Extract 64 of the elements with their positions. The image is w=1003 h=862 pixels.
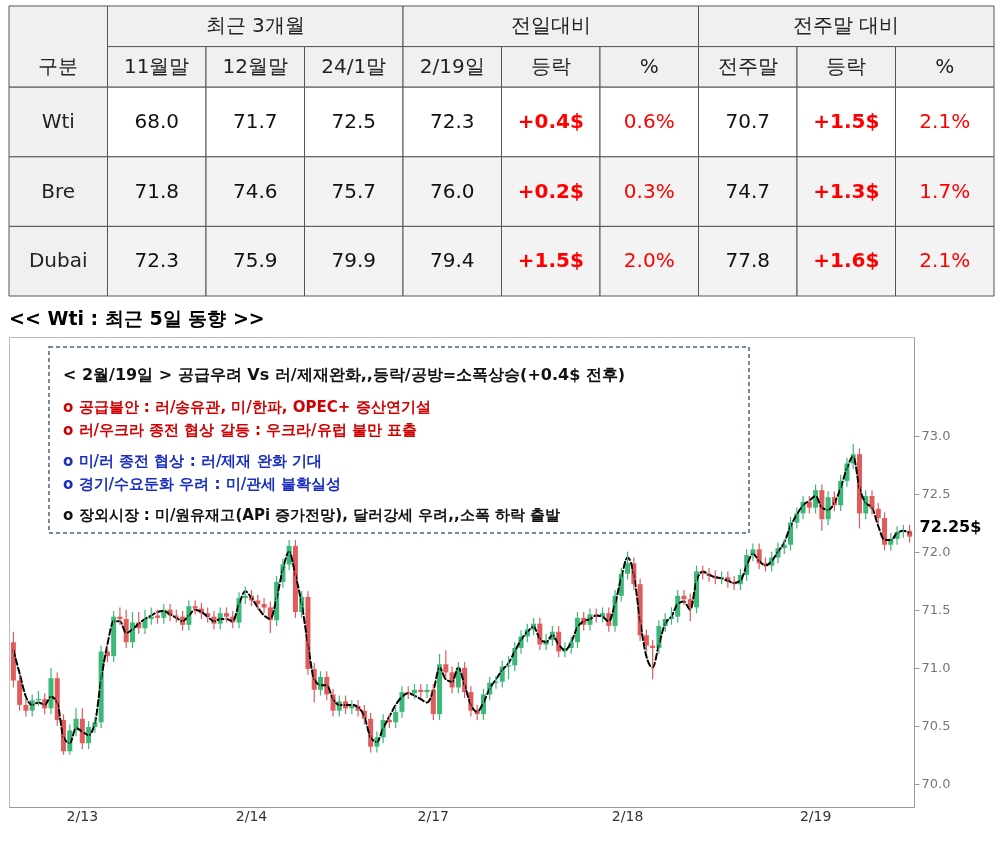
text: 구분 [38, 53, 79, 78]
text: 77.8 [725, 248, 771, 273]
text: 74.7 [725, 178, 771, 203]
text: 72.5 [331, 109, 377, 133]
text: +1.6$ [813, 248, 880, 273]
text: +1.3$ [813, 178, 880, 203]
text: +1.5$ [813, 109, 880, 133]
text: 전주말 대비 [793, 13, 900, 38]
text: +1.5$ [517, 248, 584, 273]
text: 74.6 [232, 178, 278, 203]
text: 1.7% [919, 178, 971, 203]
annotation: < 2월/19일 > 공급우려 Vs 러/제재완화,,등락/공방=소폭상승(+0.4$ 전후) [63, 365, 626, 384]
x-tick-label: 2/19 [799, 807, 832, 824]
text: 79.4 [429, 248, 475, 273]
y-tick-label: 70.0 [921, 776, 951, 792]
annotation: o 미/러 종전 협상 : 러/제재 완화 기대 [63, 452, 322, 470]
text: 2.1% [919, 109, 971, 133]
text: +0.2$ [517, 178, 584, 203]
chart-title: << Wti : 최근 5일 동향 >> [9, 307, 265, 329]
text: +0.4$ [517, 109, 584, 133]
category-label: 등락 [530, 53, 571, 78]
y-tick-label: 70.5 [921, 718, 951, 734]
category-label: % [935, 53, 955, 78]
text: 68.0 [134, 109, 180, 133]
text: 75.9 [232, 248, 278, 273]
category-label: Bre [41, 178, 76, 203]
y-tick-label: 71.5 [921, 602, 951, 618]
text: 72.3 [134, 248, 180, 273]
candlestick [506, 655, 512, 680]
text: 최근 3개월 [205, 13, 305, 38]
category-label: % [639, 53, 659, 78]
text: 2.0% [623, 248, 675, 273]
text: 0.6% [623, 109, 675, 133]
annotation: o 장외시장 : 미/원유재고(APi 증가전망), 달러강세 우려,,소폭 하락 출발 [63, 506, 561, 524]
x-tick-label: 2/17 [417, 807, 450, 824]
x-tick-label: 2/14 [235, 807, 268, 824]
category-label: 12월말 [222, 53, 288, 78]
text: 전일대비 [510, 13, 591, 38]
category-label: 11월말 [124, 53, 190, 78]
annotation: o 공급불안 : 러/송유관, 미/한파, OPEC+ 증산연기설 [63, 398, 431, 416]
y-tick-label: 71.0 [921, 660, 951, 676]
category-label: Dubai [28, 248, 88, 273]
text: 71.8 [134, 178, 180, 203]
category-label: 전주말 [717, 53, 778, 78]
category-label: 2/19일 [419, 53, 485, 78]
y-tick-label: 72.5 [921, 486, 951, 502]
annotation: o 러/우크라 종전 협상 갈등 : 우크라/유럽 불만 표출 [63, 421, 418, 439]
text: 2.1% [919, 248, 971, 273]
category-label: Wti [41, 109, 75, 133]
text: 71.7 [232, 109, 278, 133]
text: 76.0 [429, 178, 475, 203]
text: 70.7 [725, 109, 771, 133]
y-tick-label: 73.0 [921, 428, 951, 444]
text: 0.3% [623, 178, 675, 203]
text: 75.7 [331, 178, 377, 203]
y-tick-label: 72.0 [921, 544, 951, 560]
category-label: 등락 [826, 53, 867, 78]
text: 72.3 [429, 109, 475, 133]
annotation: o 경기/수요둔화 우려 : 미/관세 불확실성 [63, 475, 342, 493]
text: 79.9 [331, 248, 377, 273]
x-tick-label: 2/18 [611, 807, 644, 824]
text: 72.25$ [919, 516, 982, 536]
category-label: 24/1말 [321, 53, 387, 78]
x-tick-label: 2/13 [66, 807, 99, 824]
